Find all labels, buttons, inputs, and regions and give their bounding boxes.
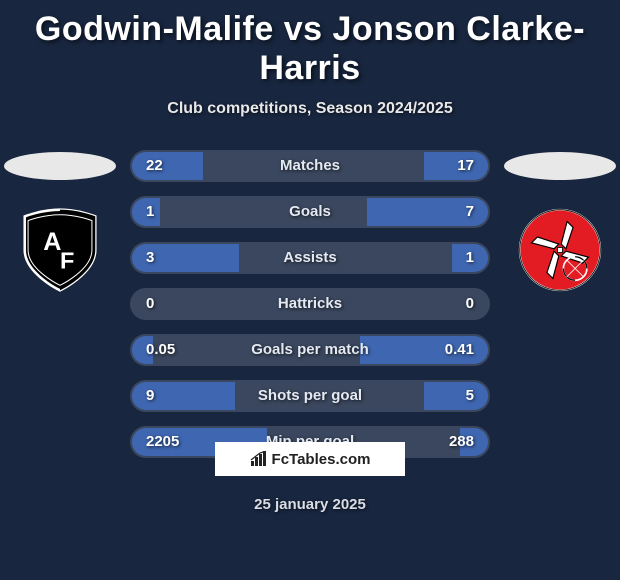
brand-attribution: FcTables.com bbox=[215, 442, 405, 476]
snapshot-date: 25 january 2025 bbox=[0, 496, 620, 513]
stat-row: 31Assists bbox=[130, 242, 490, 274]
stats-area: A F C bbox=[0, 146, 620, 486]
stat-row: 95Shots per goal bbox=[130, 380, 490, 412]
club-left-logo: A F C bbox=[18, 208, 102, 292]
comparison-title: Godwin-Malife vs Jonson Clarke-Harris bbox=[0, 0, 620, 88]
stat-label: Goals bbox=[132, 198, 488, 226]
stat-label: Matches bbox=[132, 152, 488, 180]
player-right-ellipse bbox=[504, 152, 616, 180]
stat-row: 00Hattricks bbox=[130, 288, 490, 320]
svg-text:A: A bbox=[43, 228, 61, 256]
brand-text: FcTables.com bbox=[272, 451, 371, 468]
comparison-subtitle: Club competitions, Season 2024/2025 bbox=[0, 100, 620, 118]
shield-icon: A F C bbox=[18, 208, 102, 292]
club-right-logo bbox=[518, 208, 602, 292]
stat-label: Hattricks bbox=[132, 290, 488, 318]
stat-rows: 2217Matches 17Goals 31Assists 00Hattricks 0.… bbox=[130, 150, 490, 472]
player-left-ellipse bbox=[4, 152, 116, 180]
bar-chart-icon bbox=[250, 451, 268, 467]
stat-row: 0.050.41Goals per match bbox=[130, 334, 490, 366]
stat-label: Goals per match bbox=[132, 336, 488, 364]
stat-label: Assists bbox=[132, 244, 488, 272]
stat-row: 17Goals bbox=[130, 196, 490, 228]
svg-text:C: C bbox=[65, 230, 78, 251]
stat-row: 2217Matches bbox=[130, 150, 490, 182]
club-badge-icon bbox=[518, 208, 602, 292]
svg-text:F: F bbox=[60, 247, 74, 273]
stat-label: Shots per goal bbox=[132, 382, 488, 410]
